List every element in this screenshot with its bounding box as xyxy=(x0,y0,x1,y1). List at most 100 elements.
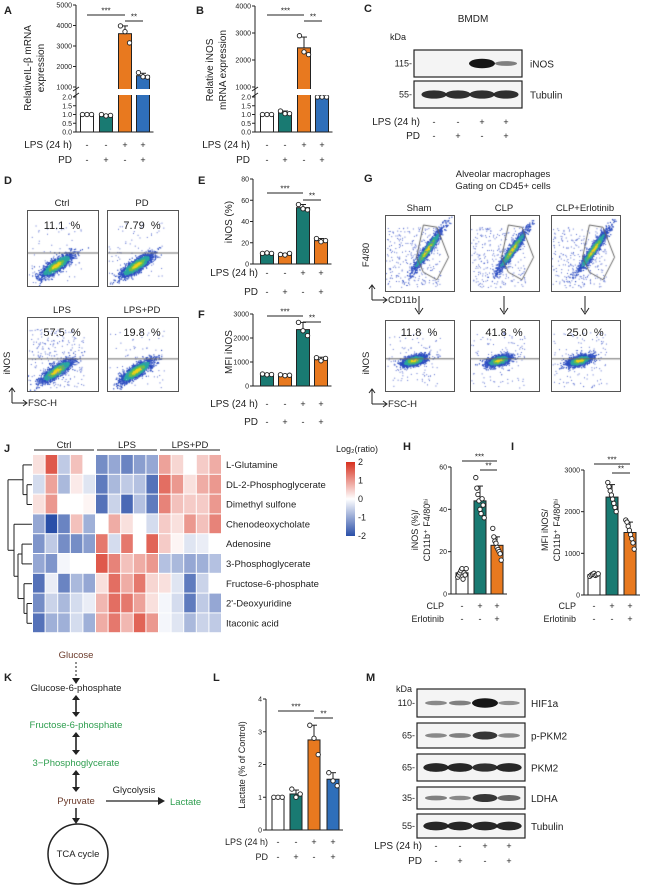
axis-break-mark xyxy=(251,92,259,98)
condition-sign: - xyxy=(313,852,316,862)
g6p-label: Glucose-6-phosphate xyxy=(31,683,122,694)
condition-sign: - xyxy=(479,614,482,624)
heatmap-row-label: Fructose-6-phosphate xyxy=(226,579,319,590)
heatmap-cell xyxy=(159,593,171,613)
significance-label: *** xyxy=(281,7,290,16)
y-tick-label: 1.0 xyxy=(241,112,251,119)
condition-label: PD xyxy=(406,131,420,142)
condition-sign: - xyxy=(86,140,89,150)
band xyxy=(425,700,447,706)
panel-label-f: F xyxy=(198,309,205,321)
condition-label: PD xyxy=(244,287,258,298)
heatmap-cell xyxy=(121,573,133,593)
heatmap-cell xyxy=(196,494,209,514)
heatmap-cell xyxy=(171,613,184,633)
y-axis-label: Lactate (% of Control) xyxy=(237,721,247,809)
heatmap-cell xyxy=(33,613,45,633)
heatmap-row-label: Itaconic acid xyxy=(226,618,279,629)
flow-plot xyxy=(551,215,621,292)
condition-sign: - xyxy=(105,140,108,150)
heatmap-cell xyxy=(96,554,108,573)
arrowhead xyxy=(368,388,388,408)
significance-label: ** xyxy=(131,13,137,22)
data-point xyxy=(117,23,124,29)
data-point xyxy=(275,794,281,800)
gate-percent: 57.5 % xyxy=(43,327,81,339)
data-point xyxy=(279,794,285,800)
mw-marker: 35- xyxy=(402,793,415,803)
heatmap-cell xyxy=(184,455,196,474)
heatmap-cell xyxy=(83,455,95,474)
heatmap-cell xyxy=(83,494,95,514)
data-point xyxy=(140,74,146,80)
f6p-label: Fructose-6-phosphate xyxy=(30,720,123,731)
band xyxy=(469,90,495,99)
panel-g-title: Alveolar macrophages xyxy=(456,169,551,180)
panel-label-e: E xyxy=(198,175,205,187)
heatmap-cell xyxy=(108,613,121,633)
heatmap-cell xyxy=(171,514,184,534)
flow-group-title: CLP+Erlotinib xyxy=(556,203,614,214)
panel-label-a: A xyxy=(4,5,12,17)
heatmap-cell xyxy=(121,514,133,534)
y-tick-label: 1.5 xyxy=(241,103,251,110)
chart-l xyxy=(271,722,340,831)
significance-label: *** xyxy=(607,456,616,465)
band xyxy=(472,698,498,708)
y-tick-label: 80 xyxy=(241,177,249,184)
data-point xyxy=(304,332,311,339)
band xyxy=(447,821,473,831)
legend-tick: 2 xyxy=(358,457,363,467)
flow-plot-title: LPS+PD xyxy=(124,305,161,316)
band xyxy=(445,90,471,99)
heatmap-cell xyxy=(159,455,171,474)
heatmap-cell xyxy=(159,554,171,573)
data-point xyxy=(282,110,288,117)
condition-sign: + xyxy=(479,117,484,127)
data-point xyxy=(475,491,481,498)
y-axis-label: F4/80 xyxy=(361,243,372,267)
heatmap-cell xyxy=(159,613,171,633)
heatmap-row-label: L-Glutamine xyxy=(226,460,278,471)
gate-percent: 25.0 % xyxy=(566,327,604,339)
band xyxy=(424,795,448,801)
band xyxy=(423,763,449,772)
bar xyxy=(271,796,285,831)
data-point xyxy=(478,510,484,517)
color-scale-bar xyxy=(346,462,355,536)
panel-label-i: I xyxy=(511,441,514,453)
data-point xyxy=(595,571,601,577)
data-point xyxy=(318,358,324,364)
data-point xyxy=(319,94,325,100)
panel-label-k: K xyxy=(4,672,12,684)
heatmap-cell xyxy=(209,474,221,494)
heatmap-cell xyxy=(209,593,221,613)
heatmap-cell xyxy=(133,494,146,514)
condition-sign: - xyxy=(461,601,464,611)
data-point xyxy=(491,534,497,540)
band xyxy=(498,700,520,706)
heatmap-cell xyxy=(70,534,83,553)
heatmap-cell xyxy=(133,573,146,593)
heatmap-cell xyxy=(196,593,209,613)
band xyxy=(421,90,447,99)
heatmap-row-label: Chenodeoxycholate xyxy=(226,519,310,530)
y-axis-label: Relative iNOS xyxy=(205,38,216,101)
axis-break xyxy=(251,89,333,95)
y-tick-label: 2000 xyxy=(235,58,251,65)
heatmap-cell xyxy=(184,573,196,593)
heatmap-group-label: Ctrl xyxy=(57,440,72,451)
legend-tick: -1 xyxy=(358,513,366,523)
condition-sign: + xyxy=(319,140,324,150)
condition-sign: - xyxy=(435,841,438,851)
condition-sign: - xyxy=(266,155,269,165)
condition-sign: - xyxy=(433,131,436,141)
heatmap-cell xyxy=(70,494,83,514)
data-point xyxy=(613,509,619,515)
arrowhead xyxy=(368,284,388,304)
protein-label: Tubulin xyxy=(531,822,563,833)
y-axis-label: MFI iNOS/ xyxy=(540,509,550,551)
data-point xyxy=(322,355,329,362)
data-point xyxy=(282,252,288,258)
data-point xyxy=(286,372,293,378)
